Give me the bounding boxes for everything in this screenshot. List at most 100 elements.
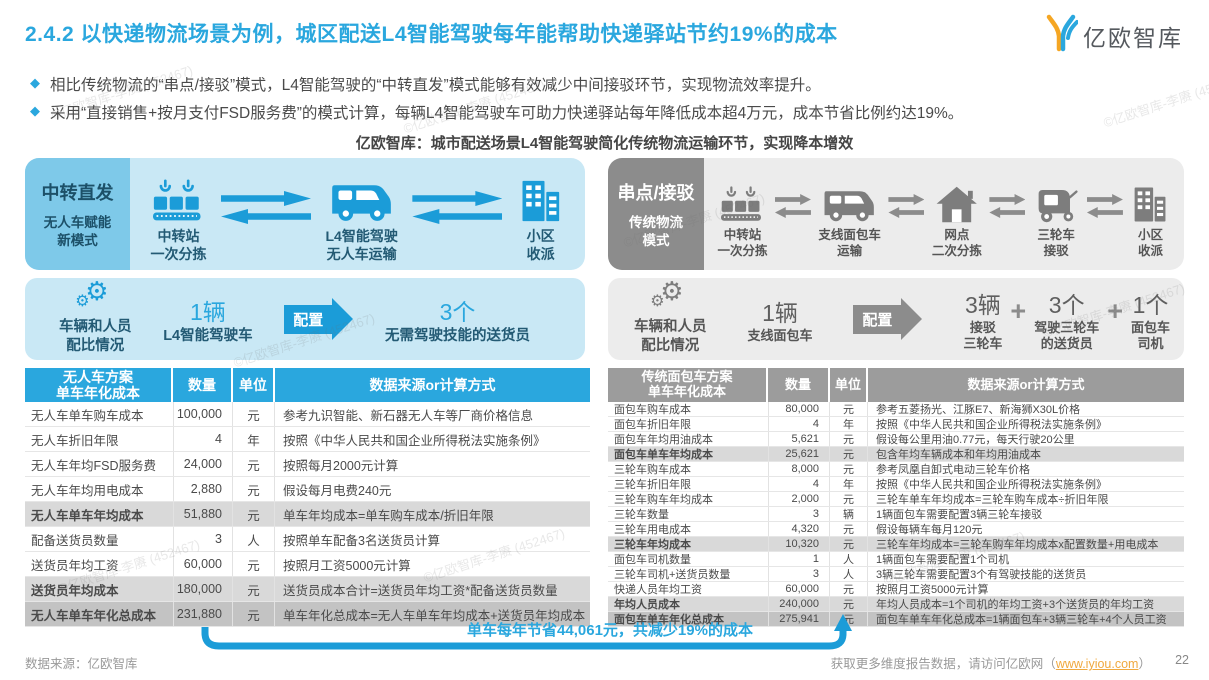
flow-step-label: 小区 收派 [1137, 228, 1163, 259]
table-row: 配备送货员数量 3 人 按照单车配备3名送货员计算 [25, 527, 590, 552]
row-source: 按照月工资5000元计算 [876, 584, 989, 596]
bidirectional-arrow-icon [888, 194, 925, 218]
row-unit: 人 [233, 527, 275, 551]
row-quantity: 24,000 [173, 452, 233, 476]
row-quantity: 180,000 [173, 577, 233, 601]
ratio-base-name: 支线面包车 [747, 327, 813, 343]
flow-step-label: 中转站 一次分拣 [150, 228, 207, 263]
house-icon [935, 171, 978, 223]
ratio-item-name: 无需驾驶技能的送货员 [385, 327, 530, 344]
bullet-item: ◆ 采用“直接销售+按月支付FSD服务费”的模式计算，每辆L4智能驾驶车可助力快… [30, 101, 963, 123]
flow-step-label: 三轮车 接驳 [1037, 228, 1075, 259]
table-row: 无人车年均FSD服务费 24,000 元 按照每月2000元计算 [25, 452, 590, 477]
flow-step-label: 网点 二次分拣 [931, 228, 982, 259]
row-source: 三轮车年均成本=三轮车购车年均成本x配置数量+用电成本 [876, 539, 1159, 551]
flow-badge-new-mode: 中转直发 无人车赋能 新模式 [25, 158, 130, 270]
flow-strip-traditional: 串点/接驳 传统物流 模式 中转站 一次分拣 支线面包车 运输 网点 二次分拣 … [608, 158, 1184, 270]
logo-text: 亿欧智库 [1083, 24, 1183, 51]
ratio-item: 3个 无需驾驶技能的送货员 [385, 293, 530, 345]
row-source: 年均人员成本=1个司机的年均工资+3个送货员的年均工资 [876, 599, 1155, 611]
row-label: 三轮车数量 [614, 509, 669, 521]
row-quantity: 4 [768, 477, 830, 491]
data-source: 数据来源：亿欧智库 [25, 657, 138, 671]
table-row: 面包车购车成本 80,000 元 参考五菱扬光、江豚E7、新海狮X30L价格 [608, 402, 1184, 417]
row-unit: 元 [830, 522, 868, 536]
row-label: 送货员年均成本 [31, 583, 119, 598]
flow-strip-new-mode: 中转直发 无人车赋能 新模式 中转站 一次分拣 L4智能驾驶 无人车运输 小区 … [25, 158, 585, 270]
row-unit: 元 [830, 537, 868, 551]
table-row: 无人车单车年均成本 51,880 元 单车年均成本=单车购车成本/折旧年限 [25, 502, 590, 527]
diamond-bullet-icon: ◆ [30, 103, 40, 118]
row-label: 无人车单车购车成本 [31, 408, 144, 423]
conveyor-icon [721, 171, 764, 223]
row-quantity: 3 [768, 507, 830, 521]
row-source: 面包车单车年化总成本=1辆面包车+3辆三轮车+4个人员工资 [876, 614, 1167, 626]
flow-steps-traditional: 中转站 一次分拣 支线面包车 运输 网点 二次分拣 三轮车 接驳 小区 收派 [704, 158, 1184, 270]
row-source: 假设每公里用油0.77元，每天行驶20公里 [876, 434, 1075, 446]
row-label: 三轮车购车年均成本 [614, 494, 713, 506]
flow-step-label: L4智能驾驶 无人车运输 [325, 228, 398, 263]
row-quantity: 3 [768, 567, 830, 581]
row-label: 配备送货员数量 [31, 533, 119, 548]
ratio-label-block: ⚙ ⚙ 车辆和人员 配比情况 [59, 276, 132, 356]
flow-step: 中转站 一次分拣 [151, 171, 207, 263]
row-quantity: 60,000 [173, 552, 233, 576]
row-source: 三轮车单车年均成本=三轮车购车成本÷折旧年限 [876, 494, 1109, 506]
row-quantity: 51,880 [173, 502, 233, 526]
ratio-label: 车辆和人员 配比情况 [634, 319, 707, 354]
footer-text-prefix: 获取更多维度报告数据，请访问亿欧网（ [830, 657, 1056, 671]
row-quantity: 3 [173, 527, 233, 551]
table-row: 无人车折旧年限 4 年 按照《中华人民共和国企业所得税法实施条例》 [25, 427, 590, 452]
table-header-cell: 数据来源or计算方式 [967, 376, 1085, 392]
bidirectional-arrow-icon [412, 191, 503, 224]
footer-text-suffix: ） [1138, 657, 1151, 671]
row-quantity: 25,621 [768, 447, 830, 461]
row-quantity: 1 [768, 552, 830, 566]
table-row: 年均人员成本 240,000 元 年均人员成本=1个司机的年均工资+3个送货员的… [608, 597, 1184, 612]
row-label: 面包车司机数量 [614, 554, 691, 566]
table-traditional-costs: 传统面包车方案 单车年化成本 数量 单位 数据来源or计算方式 面包车购车成本 … [608, 368, 1184, 627]
row-source: 参考九识智能、新石器无人车等厂商价格信息 [283, 408, 534, 423]
row-quantity: 10,320 [768, 537, 830, 551]
flow-step: 网点 二次分拣 [932, 171, 982, 260]
row-label: 面包车购车成本 [614, 404, 691, 416]
row-label: 三轮车司机+送货员数量 [614, 569, 731, 581]
table-row: 面包车单车年化总成本 275,941 元 面包车单车年化总成本=1辆面包车+3辆… [608, 612, 1184, 627]
row-quantity: 231,880 [173, 602, 233, 626]
row-quantity: 4,320 [768, 522, 830, 536]
table-row: 面包车年均用油成本 5,621 元 假设每公里用油0.77元，每天行驶20公里 [608, 432, 1184, 447]
row-unit: 人 [830, 552, 868, 566]
gears-icon: ⚙ ⚙ [75, 276, 109, 311]
row-quantity: 4 [768, 417, 830, 431]
row-label: 三轮车用电成本 [614, 524, 691, 536]
row-quantity: 5,621 [768, 432, 830, 446]
plus-icon: + [1107, 295, 1123, 326]
table-row: 三轮车折旧年限 4 年 按照《中华人民共和国企业所得税法实施条例》 [608, 477, 1184, 492]
table-header-cell: 单位 [830, 368, 868, 402]
row-label: 三轮车年均成本 [614, 539, 691, 551]
ratio-item: 3个 驾驶三轮车 的送货员 [1034, 286, 1099, 353]
row-label: 面包车单车年化总成本 [614, 614, 724, 626]
table-row: 面包车单车年均成本 25,621 元 包含年均车辆成本和年均用油成本 [608, 447, 1184, 462]
table-header-cell: 传统面包车方案 单车年化成本 [608, 368, 768, 402]
table-row: 快递人员年均工资 60,000 元 按照月工资5000元计算 [608, 582, 1184, 597]
table-row: 面包车折旧年限 4 年 按照《中华人民共和国企业所得税法实施条例》 [608, 417, 1184, 432]
ratio-item-name: 驾驶三轮车 的送货员 [1034, 319, 1100, 351]
building-icon [1130, 171, 1170, 223]
iyiou-link[interactable]: www.iyiou.com [1055, 657, 1139, 671]
flow-step: 支线面包车 运输 [818, 171, 881, 260]
ratio-base-qty: 1辆 [762, 299, 798, 326]
row-unit: 元 [830, 582, 868, 596]
row-label: 年均人员成本 [614, 599, 680, 611]
flow-step-label: 支线面包车 运输 [818, 228, 881, 259]
row-unit: 元 [233, 452, 275, 476]
row-label: 三轮车购车成本 [614, 464, 691, 476]
row-source: 3辆三轮车需要配置3个有驾驶技能的送货员 [876, 569, 1087, 581]
row-label: 面包车年均用油成本 [614, 434, 713, 446]
row-source: 1辆面包车需要配置1个司机 [876, 554, 1010, 566]
config-arrow-icon: 配置 [853, 298, 923, 340]
ratio-item-qty: 1个 [1132, 291, 1169, 318]
row-unit: 元 [233, 577, 275, 601]
ratio-label-block: ⚙ ⚙ 车辆和人员 配比情况 [634, 278, 707, 356]
row-source: 送货员成本合计=送货员年均工资*配备送货员数量 [283, 583, 558, 598]
